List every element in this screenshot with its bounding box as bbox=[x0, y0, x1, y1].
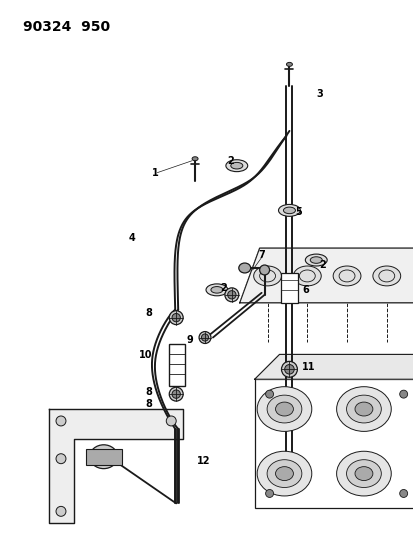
Text: 8: 8 bbox=[145, 308, 152, 318]
Ellipse shape bbox=[354, 402, 372, 416]
Ellipse shape bbox=[256, 386, 311, 431]
Ellipse shape bbox=[172, 313, 180, 322]
Ellipse shape bbox=[336, 451, 390, 496]
Ellipse shape bbox=[293, 266, 320, 286]
Ellipse shape bbox=[56, 454, 66, 464]
Ellipse shape bbox=[169, 387, 183, 401]
Polygon shape bbox=[49, 409, 183, 523]
Ellipse shape bbox=[253, 266, 281, 286]
Ellipse shape bbox=[265, 390, 273, 398]
Ellipse shape bbox=[372, 266, 400, 286]
Ellipse shape bbox=[95, 450, 112, 464]
Ellipse shape bbox=[399, 390, 407, 398]
Bar bbox=[254, 379, 413, 508]
Polygon shape bbox=[239, 248, 413, 303]
Text: 2: 2 bbox=[318, 260, 325, 270]
Bar bbox=[169, 344, 185, 386]
Ellipse shape bbox=[336, 386, 390, 431]
Text: 4: 4 bbox=[128, 233, 135, 243]
Ellipse shape bbox=[283, 207, 295, 214]
Ellipse shape bbox=[354, 467, 372, 481]
Ellipse shape bbox=[266, 395, 301, 423]
Ellipse shape bbox=[278, 205, 300, 216]
Ellipse shape bbox=[346, 459, 380, 488]
Ellipse shape bbox=[230, 163, 242, 169]
Ellipse shape bbox=[286, 62, 292, 66]
Text: 9: 9 bbox=[186, 335, 192, 344]
Ellipse shape bbox=[56, 506, 66, 516]
Text: 11: 11 bbox=[301, 362, 315, 373]
Bar bbox=[85, 449, 121, 465]
Ellipse shape bbox=[225, 160, 247, 172]
Text: 12: 12 bbox=[197, 456, 210, 466]
Text: 10: 10 bbox=[138, 350, 152, 360]
Text: 6: 6 bbox=[301, 285, 309, 295]
Text: 3: 3 bbox=[316, 89, 322, 99]
Ellipse shape bbox=[399, 489, 407, 497]
Text: 1: 1 bbox=[152, 168, 159, 177]
Ellipse shape bbox=[305, 254, 326, 266]
Ellipse shape bbox=[169, 311, 183, 325]
Text: 2: 2 bbox=[226, 156, 233, 166]
Ellipse shape bbox=[275, 467, 293, 481]
Ellipse shape bbox=[275, 402, 293, 416]
Ellipse shape bbox=[192, 157, 197, 161]
Ellipse shape bbox=[346, 395, 380, 423]
Text: 8: 8 bbox=[145, 399, 152, 409]
Ellipse shape bbox=[259, 265, 269, 275]
Ellipse shape bbox=[201, 334, 208, 341]
Ellipse shape bbox=[256, 451, 311, 496]
Ellipse shape bbox=[199, 332, 211, 343]
Ellipse shape bbox=[284, 365, 294, 374]
Ellipse shape bbox=[227, 290, 235, 299]
Ellipse shape bbox=[238, 263, 250, 273]
Ellipse shape bbox=[166, 416, 176, 426]
Text: 2: 2 bbox=[219, 283, 226, 293]
Ellipse shape bbox=[224, 288, 238, 302]
Ellipse shape bbox=[210, 287, 223, 293]
Ellipse shape bbox=[332, 266, 360, 286]
Ellipse shape bbox=[56, 416, 66, 426]
Polygon shape bbox=[239, 248, 413, 303]
Text: 8: 8 bbox=[145, 387, 152, 397]
Ellipse shape bbox=[172, 390, 180, 398]
Ellipse shape bbox=[281, 361, 297, 377]
Ellipse shape bbox=[206, 284, 227, 296]
Text: 5: 5 bbox=[295, 207, 301, 217]
Text: 90324  950: 90324 950 bbox=[23, 20, 110, 34]
Text: 7: 7 bbox=[258, 250, 265, 260]
Ellipse shape bbox=[309, 257, 321, 263]
Ellipse shape bbox=[265, 489, 273, 497]
Ellipse shape bbox=[90, 445, 117, 469]
Ellipse shape bbox=[266, 459, 301, 488]
Bar bbox=[280, 273, 298, 303]
Polygon shape bbox=[254, 354, 413, 379]
